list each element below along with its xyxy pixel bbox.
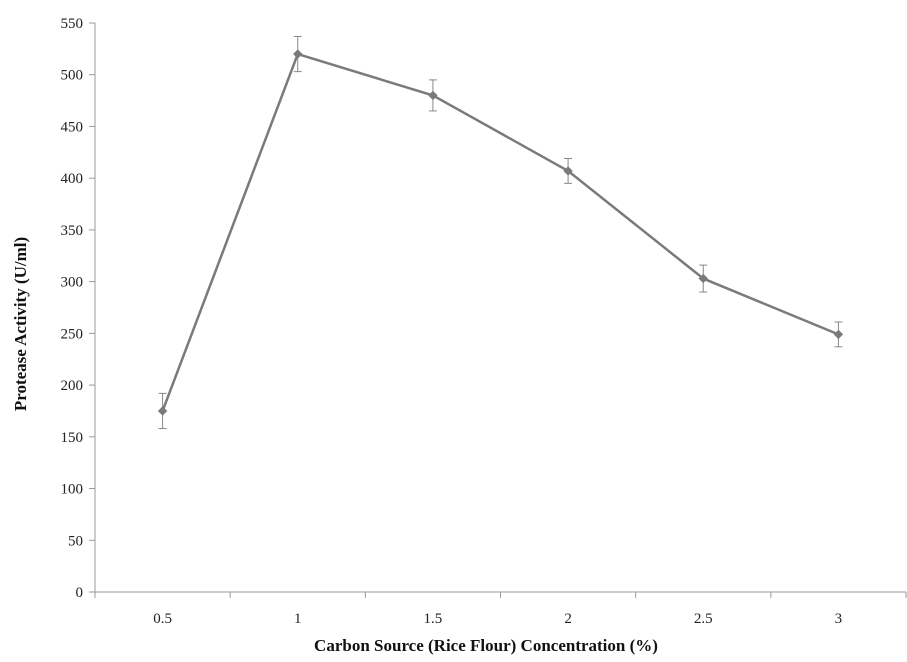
x-tick-label: 1 bbox=[294, 611, 302, 627]
x-tick-label: 3 bbox=[835, 611, 843, 627]
series-line bbox=[161, 52, 839, 412]
y-tick-label: 250 bbox=[61, 326, 84, 342]
y-tick-label: 300 bbox=[61, 275, 84, 291]
data-point bbox=[157, 406, 168, 416]
x-tick-label: 1.5 bbox=[424, 611, 443, 627]
y-tick-label: 400 bbox=[61, 171, 84, 187]
y-tick-label: 450 bbox=[61, 119, 84, 135]
data-point bbox=[428, 90, 438, 101]
x-axis-title: Carbon Source (Rice Flour) Concentration… bbox=[314, 636, 658, 655]
y-tick-label: 500 bbox=[61, 68, 84, 84]
y-tick-label: 350 bbox=[61, 223, 84, 239]
y-tick-label: 150 bbox=[61, 430, 84, 446]
y-axis: 0 50 100 150 200 250 300 350 400 450 500 550 bbox=[61, 16, 96, 601]
x-tick-label: 0.5 bbox=[153, 611, 172, 627]
data-series bbox=[157, 35, 844, 430]
y-tick-label: 200 bbox=[61, 378, 84, 394]
data-point bbox=[833, 329, 844, 340]
y-tick-label: 0 bbox=[76, 585, 84, 601]
x-tick-label: 2 bbox=[564, 611, 572, 627]
data-point bbox=[563, 166, 573, 176]
data-point bbox=[698, 273, 708, 284]
data-point bbox=[293, 49, 303, 59]
y-tick-label: 100 bbox=[61, 482, 84, 498]
y-tick-label: 550 bbox=[61, 16, 84, 32]
y-axis-title: Protease Activity (U/ml) bbox=[11, 237, 30, 411]
x-tick-label: 2.5 bbox=[694, 611, 713, 627]
x-axis: 0.5 1 1.5 2 2.5 3 bbox=[94, 591, 907, 627]
y-tick-label: 50 bbox=[68, 533, 83, 549]
